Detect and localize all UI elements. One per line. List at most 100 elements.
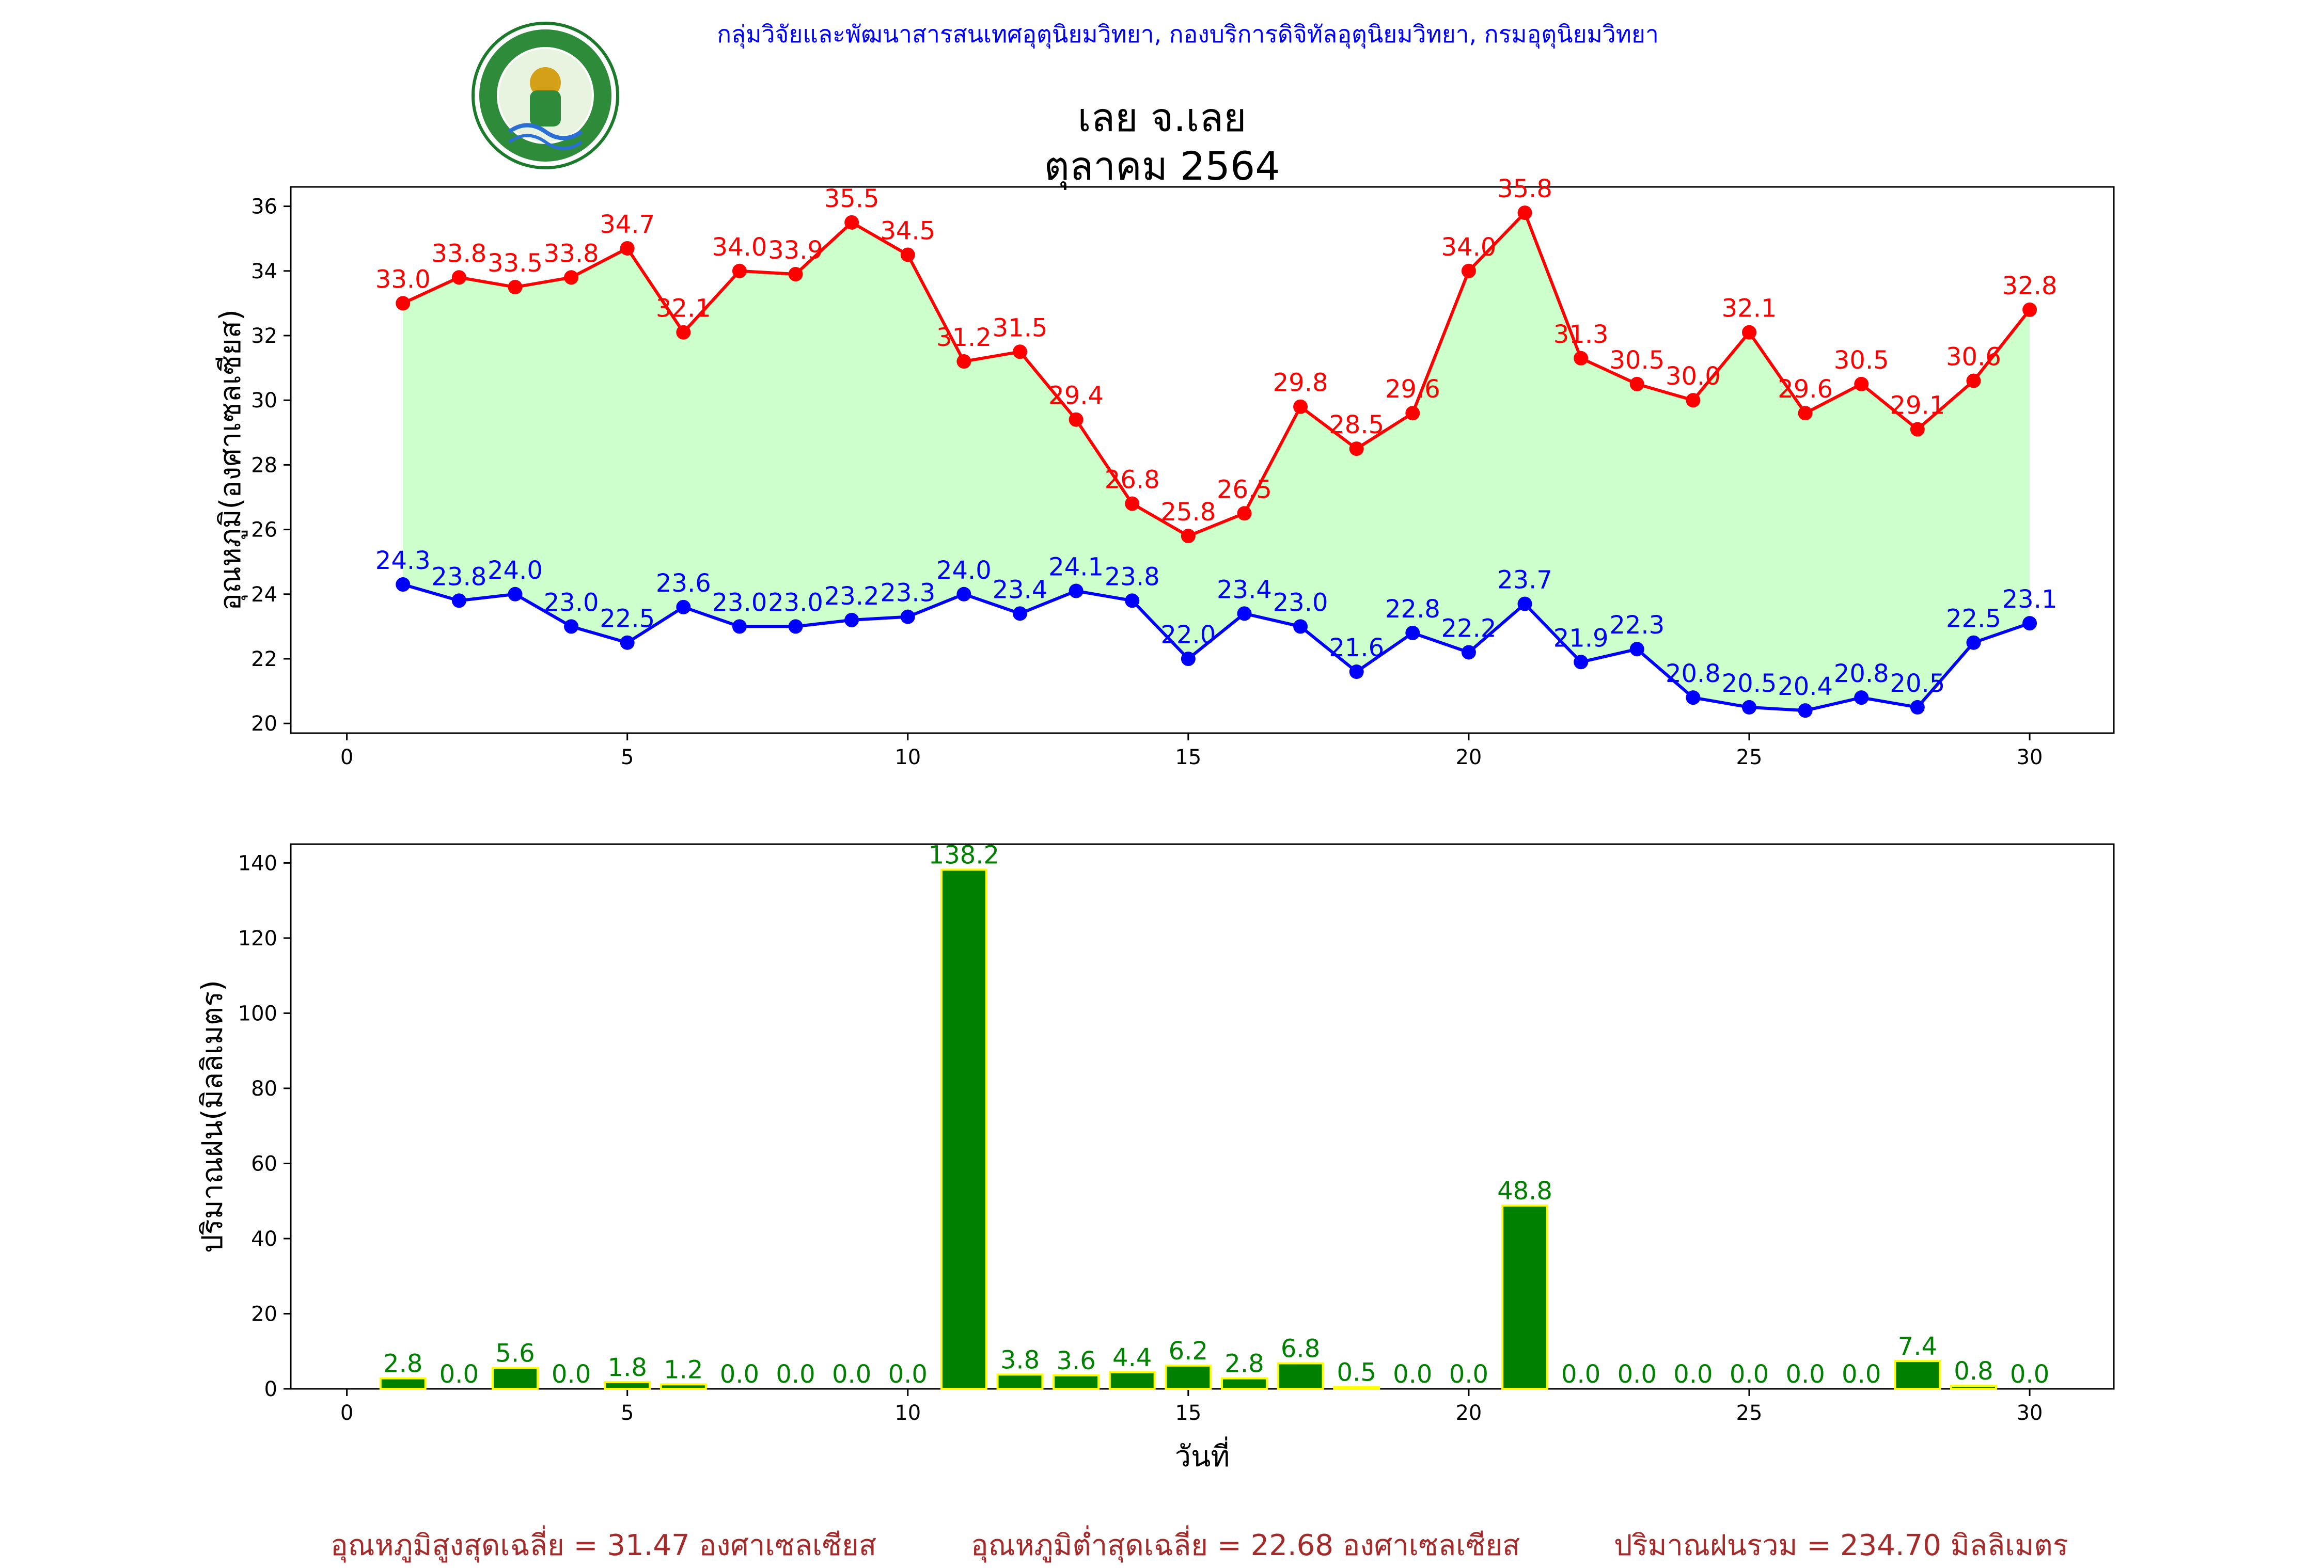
min-temp-point (1742, 700, 1756, 715)
min-temp-point (1125, 593, 1140, 608)
max-temp-point (676, 325, 691, 340)
rain-bar (996, 1373, 1044, 1390)
rain-bar (940, 868, 987, 1390)
max-temp-point (956, 354, 971, 369)
rain-bar (492, 1367, 539, 1390)
min-temp-data-label: 23.0 (1273, 588, 1328, 617)
temp-ytick-label: 26 (251, 518, 277, 542)
min-temp-point (1181, 652, 1196, 667)
rain-data-label: 138.2 (929, 841, 999, 869)
min-temp-data-label: 23.0 (712, 588, 767, 617)
temp-ytick-label: 22 (251, 647, 277, 671)
min-temp-data-label: 20.8 (1666, 659, 1721, 688)
max-temp-data-label: 35.8 (1497, 175, 1552, 203)
min-temp-point (1910, 700, 1925, 715)
max-temp-data-label: 30.5 (1834, 346, 1889, 375)
min-temp-line (402, 583, 2031, 712)
max-temp-data-label: 29.8 (1273, 369, 1328, 398)
min-temp-point (844, 612, 859, 627)
min-temp-data-label: 22.8 (1385, 595, 1440, 624)
rain-xtick-label: 30 (2017, 1401, 2043, 1425)
max-temp-point (1125, 496, 1140, 511)
rain-xtick-label: 0 (340, 1401, 353, 1425)
temp-ytick-label: 30 (251, 389, 277, 413)
min-temp-point (1686, 690, 1701, 705)
avg-max-temp: อุณหภูมิสูงสุดเฉลี่ย = 31.47 องศาเซลเซีย… (331, 1529, 877, 1562)
temp-frame (290, 186, 2115, 734)
max-temp-data-label: 33.0 (375, 265, 431, 294)
min-temp-data-label: 22.5 (600, 605, 655, 633)
max-temp-point (1854, 376, 1869, 391)
rain-data-label: 3.6 (1056, 1347, 1095, 1375)
min-temp-data-label: 22.5 (1946, 605, 2001, 633)
rain-data-label: 0.0 (1785, 1360, 1825, 1389)
rain-bar (1894, 1360, 1941, 1390)
min-temp-point (1517, 596, 1532, 611)
max-temp-point (1798, 406, 1813, 421)
rain-ytick-label: 40 (251, 1227, 277, 1251)
min-temp-data-label: 24.3 (375, 546, 431, 575)
rain-data-label: 0.0 (439, 1360, 479, 1389)
max-temp-point (1237, 506, 1252, 521)
min-temp-data-label: 23.4 (1217, 575, 1272, 604)
temp-ytick-label: 34 (251, 260, 277, 283)
min-temp-data-label: 22.3 (1609, 611, 1665, 640)
rain-data-label: 0.0 (1449, 1360, 1488, 1389)
min-temp-point (732, 619, 747, 634)
agency-credit: กลุ่มวิจัยและพัฒนาสารสนเทศอุตุนิยมวิทยา,… (717, 20, 1659, 48)
rain-bar (1277, 1362, 1324, 1390)
rain-bar (1501, 1204, 1548, 1390)
min-temp-point (1629, 642, 1644, 657)
min-temp-data-label: 23.2 (824, 582, 880, 611)
min-temp-point (1237, 606, 1252, 621)
max-temp-data-label: 32.1 (1722, 294, 1777, 323)
rain-data-label: 1.2 (664, 1355, 703, 1384)
total-rainfall: ปริมาณฝนรวม = 234.70 มิลลิเมตร (1614, 1529, 2068, 1562)
temp-ytick-label: 32 (251, 324, 277, 348)
max-temp-point (1910, 422, 1925, 437)
temp-y-axis-label: อุณหภูมิ(องศาเซลเซียส) (214, 309, 248, 611)
min-temp-data-label: 20.4 (1778, 672, 1833, 701)
min-temp-data-label: 22.2 (1441, 614, 1496, 643)
rain-data-label: 2.8 (383, 1350, 422, 1379)
rainfall-chart: 0 5 10 15 20 25 30 0 20 40 60 80 100 120 140 2.8 0.0 5.6 0… (196, 841, 2115, 1474)
max-temp-data-label: 35.5 (824, 184, 880, 213)
rain-ytick-label: 0 (264, 1377, 277, 1401)
temp-xtick-label: 25 (1736, 746, 1763, 769)
min-temp-point (1461, 645, 1476, 660)
max-temp-point (508, 280, 523, 295)
max-temp-point (732, 263, 747, 278)
max-temp-data-label: 29.1 (1890, 391, 1945, 420)
max-temp-data-label: 28.5 (1329, 410, 1384, 439)
rain-bar (1165, 1364, 1212, 1390)
rain-bar (1950, 1385, 1997, 1390)
rain-bar (1108, 1371, 1156, 1390)
rain-ytick-label: 140 (238, 851, 277, 875)
temp-xtick-label: 10 (894, 746, 921, 769)
min-temp-point (1798, 703, 1813, 718)
max-temp-data-label: 30.6 (1946, 343, 2001, 372)
rain-data-label: 0.0 (1618, 1360, 1657, 1389)
temp-ytick-label: 28 (251, 453, 277, 477)
rain-ytick-label: 80 (251, 1077, 277, 1101)
max-temp-data-label: 32.1 (656, 294, 711, 323)
max-temp-data-label: 32.8 (2002, 272, 2058, 300)
min-temp-data-label: 23.4 (993, 575, 1048, 604)
max-temp-data-label: 29.4 (1048, 382, 1104, 410)
max-temp-point (396, 296, 411, 311)
rain-bar (1053, 1374, 1100, 1390)
station-title: เลย จ.เลย (1077, 94, 1247, 140)
min-temp-data-label: 24.1 (1048, 553, 1104, 582)
max-temp-data-label: 31.5 (993, 313, 1048, 342)
min-temp-data-label: 20.8 (1834, 659, 1889, 688)
temp-xtick-label: 0 (340, 746, 353, 769)
min-temp-point (676, 599, 691, 614)
max-temp-point (1629, 376, 1644, 391)
max-temp-data-label: 34.0 (712, 233, 767, 262)
max-temp-point (1013, 344, 1027, 359)
rain-data-label: 3.8 (1000, 1345, 1040, 1374)
min-temp-data-label: 22.0 (1160, 621, 1216, 650)
max-temp-point (844, 215, 859, 230)
